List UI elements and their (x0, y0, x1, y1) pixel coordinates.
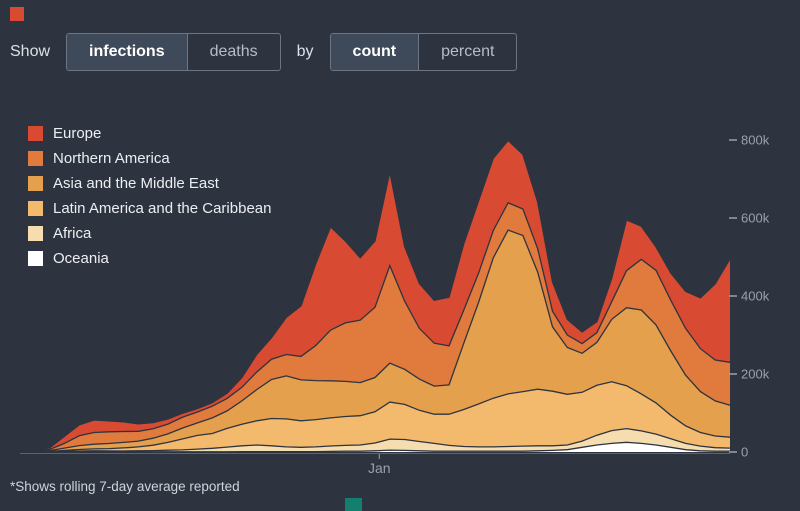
legend-label: Northern America (53, 149, 170, 167)
area-latin-america-and-the-caribbean (20, 381, 730, 452)
legend-label: Latin America and the Caribbean (53, 199, 272, 217)
legend-item: Africa (28, 221, 271, 245)
x-tick-label: Jan (368, 460, 391, 476)
metric-option-deaths[interactable]: deaths (186, 34, 280, 70)
metric-option-infections[interactable]: infections (67, 34, 187, 70)
legend-item: Northern America (28, 146, 271, 170)
legend-item: Europe (28, 121, 271, 145)
controls-bar: Show infections deaths by count percent (10, 33, 518, 71)
mode-option-percent[interactable]: percent (418, 34, 516, 70)
y-tick-label: 0 (741, 445, 748, 460)
metric-toggle: infections deaths (66, 33, 281, 71)
area-outline (19, 229, 731, 453)
legend-item: Latin America and the Caribbean (28, 196, 271, 220)
area-oceania (20, 442, 730, 452)
legend-item: Oceania (28, 246, 271, 270)
legend-swatch (28, 250, 43, 266)
legend-label: Oceania (53, 249, 109, 267)
mode-option-count[interactable]: count (330, 34, 419, 70)
legend-label: Africa (53, 224, 92, 242)
legend-label: Europe (53, 124, 102, 142)
mode-toggle: count percent (329, 33, 518, 71)
footnote: *Shows rolling 7-day average reported (10, 479, 240, 494)
show-label: Show (10, 43, 51, 60)
area-outline (19, 201, 731, 453)
area-outline (19, 139, 731, 453)
y-tick-label: 600k (741, 211, 770, 226)
area-europe (20, 140, 730, 452)
legend-swatch (28, 225, 43, 241)
legend-swatch (28, 200, 43, 216)
area-outline (19, 427, 731, 453)
y-tick-label: 400k (741, 289, 770, 304)
y-tick-label: 800k (741, 133, 770, 148)
y-tick-label: 200k (741, 367, 770, 382)
chart-legend: Europe Northern America Asia and the Middl… (28, 121, 271, 271)
legend-swatch (28, 175, 43, 191)
stacked-area-chart: 0 200k 400k 600k 800k Jan (19, 133, 770, 476)
top-left-red-square (10, 7, 24, 21)
legend-item: Asia and the Middle East (28, 171, 271, 195)
area-asia-and-the-middle-east (20, 230, 730, 452)
area-outline (19, 441, 730, 453)
legend-swatch (28, 125, 43, 141)
bottom-teal-square (345, 498, 362, 511)
legend-swatch (28, 150, 43, 166)
area-northern-america (20, 202, 730, 452)
area-outline (19, 381, 731, 453)
legend-label: Asia and the Middle East (53, 174, 219, 192)
by-label: by (296, 43, 314, 60)
